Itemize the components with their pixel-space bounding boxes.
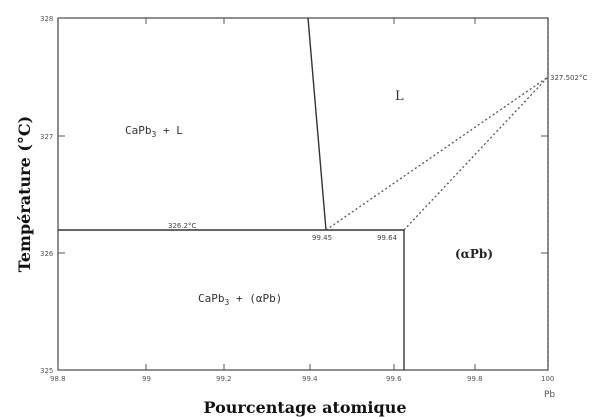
solidus-dotted-line [403, 76, 549, 231]
y-tick-label: 326 [40, 250, 54, 258]
y-axis-title: Température (°C) [15, 116, 34, 272]
composition-label-9964: 99.64 [377, 234, 398, 242]
region-capb3-liquid-label: CaPb3 + L [125, 124, 183, 139]
y-tick-label: 327 [40, 133, 53, 141]
x-element-label: Pb [544, 390, 555, 400]
composition-label-9945: 99.45 [312, 234, 332, 242]
x-axis-ticks [57, 18, 549, 370]
x-axis-title: Pourcentage atomique [203, 398, 406, 417]
x-tick-label: 99.2 [216, 375, 232, 383]
pb-melting-point-label: 327.502°C [550, 74, 587, 82]
x-tick-label: 99.8 [467, 375, 483, 383]
x-tick-label: 99.6 [386, 375, 402, 383]
region-apb-label: (αPb) [455, 247, 493, 261]
y-tick-label: 328 [40, 15, 53, 23]
x-tick-label: 98.8 [50, 375, 66, 383]
x-tick-label: 99 [142, 375, 151, 383]
region-liquid-label: L [395, 89, 404, 104]
plot-frame [57, 17, 549, 371]
y-axis-ticks [58, 17, 548, 371]
region-capb3-apb-label: CaPb3 + (αPb) [198, 292, 282, 307]
x-tick-label: 99.4 [302, 375, 318, 383]
x-tick-label: 100 [541, 375, 554, 383]
eutectic-temperature-label: 326.2°C [168, 222, 197, 230]
liquidus-dotted-line [325, 76, 549, 231]
y-tick-label: 325 [40, 367, 53, 375]
liquidus-line [307, 17, 327, 231]
